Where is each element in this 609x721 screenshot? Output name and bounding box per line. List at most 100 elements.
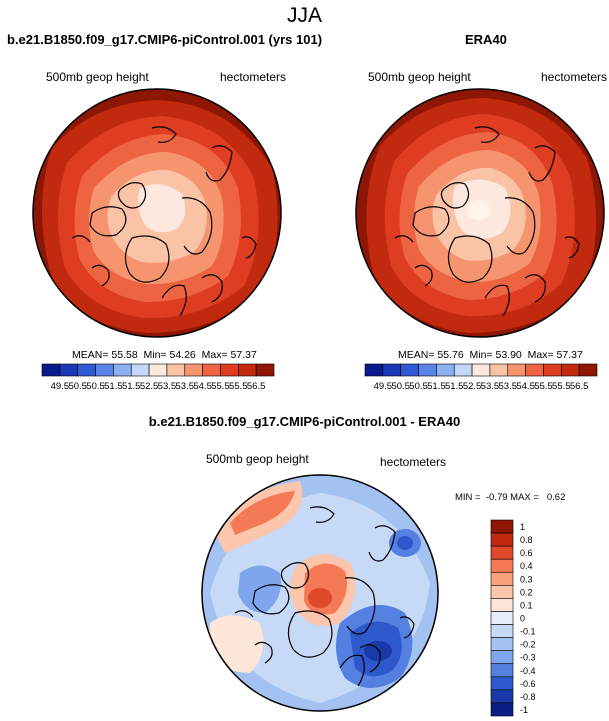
colorbar-swatch	[238, 363, 257, 377]
colorbar-tick-label: 51.5	[445, 381, 464, 392]
colorbar-tick-label: -0.1	[520, 627, 536, 637]
colorbar-tick-label: 50.5	[86, 381, 105, 392]
left-variable-label: 500mb geop height	[46, 70, 149, 84]
contour-band	[308, 588, 332, 608]
right-units-label: hectometers	[541, 70, 608, 84]
colorbar-tick-label: 55.5	[552, 381, 571, 392]
colorbar-tick-label: 49.5	[374, 381, 393, 392]
colorbar-tick-label: 54.5	[193, 381, 212, 392]
colorbar-swatch	[255, 363, 275, 377]
colorbar-swatch	[184, 363, 203, 377]
colorbar-tick-label: 50.5	[68, 381, 87, 392]
colorbar-swatch	[436, 363, 455, 377]
colorbar-swatch	[41, 363, 61, 377]
colorbar-swatch	[490, 571, 514, 586]
colorbar-swatch	[113, 363, 132, 377]
coastlines	[71, 126, 257, 317]
colorbar-tick-label: 56.5	[247, 381, 266, 392]
colorbar-swatch	[490, 676, 514, 691]
colorbar-tick-label: 55.5	[211, 381, 230, 392]
diff-colorbar: 1 0.8 0.6 0.4 0.3 0.2 0.1 0 -0.1 -0.2 -0.3 -0.4 -0.6…	[490, 519, 536, 717]
colorbar-tick-label: -0.8	[520, 692, 536, 702]
colorbar-tick-label: -0.6	[520, 679, 536, 689]
colorbar-tick-label: 50.5	[409, 381, 428, 392]
colorbar-swatch	[418, 363, 437, 377]
colorbar-swatch	[507, 363, 526, 377]
colorbar-swatch	[489, 363, 509, 377]
right-variable-label: 500mb geop height	[368, 70, 471, 84]
figure-title: JJA	[286, 4, 322, 27]
colorbar-tick-label: 56.5	[570, 381, 589, 392]
colorbar-swatch	[490, 519, 514, 534]
diff-stats: MIN = -0.79 MAX = 0.62	[455, 492, 566, 503]
colorbar-swatch	[59, 363, 78, 377]
right-colorbar: 49.5 50.5 50.5 51.5 51.5 52.5 53.5 53.5 54.5 55.5…	[364, 363, 598, 392]
colorbar-tick-label: 0.3	[520, 574, 533, 584]
colorbar-tick-label: 52.5	[140, 381, 159, 392]
colorbar-tick-label: 0.2	[520, 587, 533, 597]
colorbar-swatch	[490, 545, 514, 560]
contour-band	[230, 491, 295, 535]
colorbar-tick-label: 55.5	[229, 381, 248, 392]
colorbar-swatch	[95, 363, 114, 377]
colorbar-tick-label: 53.5	[499, 381, 518, 392]
left-polar-map	[32, 88, 282, 338]
colorbar-swatch	[490, 702, 514, 717]
colorbar-swatch	[166, 363, 186, 377]
colorbar-tick-label: 53.5	[176, 381, 195, 392]
coastlines	[234, 506, 415, 687]
colorbar-swatch	[490, 585, 514, 599]
colorbar-swatch	[220, 363, 239, 377]
diff-units-label: hectometers	[380, 455, 447, 469]
colorbar-swatch	[490, 650, 514, 665]
colorbar-tick-label: 0.4	[520, 561, 533, 571]
colorbar-tick-label: 51.5	[427, 381, 446, 392]
colorbar-tick-label: 51.5	[122, 381, 141, 392]
colorbar-swatch	[525, 363, 544, 377]
colorbar-swatch	[561, 363, 580, 377]
contour-band	[397, 536, 413, 550]
right-stats: MEAN= 55.76 Min= 53.90 Max= 57.37	[398, 349, 583, 361]
colorbar-swatch	[490, 611, 514, 625]
colorbar-tick-label: 50.5	[391, 381, 410, 392]
colorbar-tick-label: 55.5	[534, 381, 553, 392]
colorbar-swatch	[490, 637, 514, 651]
colorbar-swatch	[471, 363, 491, 377]
contour-band	[238, 565, 281, 613]
colorbar-swatch	[130, 363, 150, 377]
right-polar-map	[355, 88, 605, 338]
diff-panel-title: b.e21.B1850.f09_g17.CMIP6-piControl.001 …	[148, 414, 461, 429]
colorbar-swatch	[148, 363, 168, 377]
right-panel-title: ERA40	[465, 32, 507, 47]
colorbar-tick-label: 53.5	[481, 381, 500, 392]
left-panel-title: b.e21.B1850.f09_g17.CMIP6-piControl.001 …	[7, 32, 323, 47]
colorbar-tick-label: 53.5	[158, 381, 177, 392]
colorbar-swatch	[453, 363, 473, 377]
colorbar-swatch	[490, 598, 514, 612]
colorbar-tick-label: 51.5	[104, 381, 123, 392]
colorbar-swatch	[364, 363, 384, 377]
colorbar-swatch	[490, 558, 514, 573]
colorbar-tick-label: 0.8	[520, 535, 533, 545]
colorbar-tick-label: -1	[520, 705, 528, 715]
colorbar-swatch	[77, 363, 96, 377]
colorbar-tick-label: -0.3	[520, 653, 536, 663]
colorbar-swatch	[400, 363, 419, 377]
contour-band	[364, 641, 392, 661]
colorbar-swatch	[490, 624, 514, 638]
colorbar-tick-label: 52.5	[463, 381, 482, 392]
diff-variable-label: 500mb geop height	[206, 452, 309, 466]
colorbar-swatch	[490, 532, 514, 547]
left-colorbar: 49.5 50.5 50.5 51.5 51.5 52.5 53.5 53.5 54.5 55.5…	[41, 363, 275, 392]
colorbar-swatch	[202, 363, 221, 377]
left-units-label: hectometers	[220, 70, 287, 84]
diff-polar-map	[201, 474, 439, 712]
colorbar-swatch	[578, 363, 598, 377]
colorbar-tick-label: 1	[520, 522, 525, 532]
contour-band	[138, 184, 186, 233]
colorbar-swatch	[382, 363, 401, 377]
colorbar-swatch	[490, 689, 514, 704]
colorbar-tick-label: 0.6	[520, 548, 533, 558]
colorbar-tick-label: 54.5	[516, 381, 535, 392]
colorbar-tick-label: 0.1	[520, 600, 533, 610]
